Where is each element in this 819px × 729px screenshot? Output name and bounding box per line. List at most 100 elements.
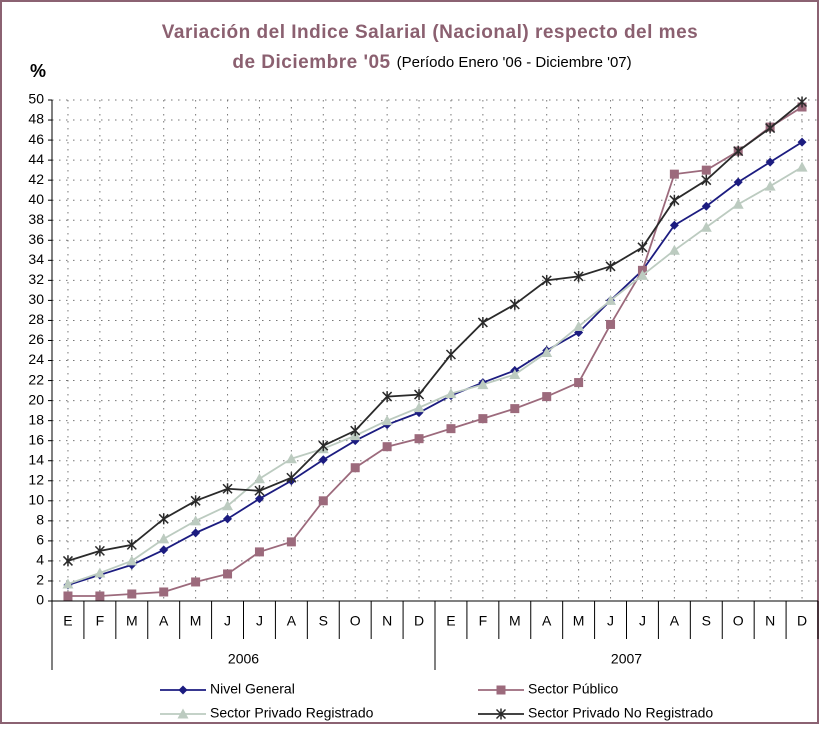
point <box>177 708 189 719</box>
y-tick-label: 34 <box>28 251 44 267</box>
point <box>222 500 234 511</box>
y-tick-label: 22 <box>28 371 44 387</box>
y-tick-label: 16 <box>28 431 44 447</box>
point <box>445 349 456 361</box>
x-tick-label: D <box>414 613 424 629</box>
x-tick-label: F <box>479 613 488 629</box>
y-tick-label: 36 <box>28 231 44 247</box>
point <box>733 145 744 157</box>
x-tick-label: E <box>446 613 455 629</box>
y-tick-label: 18 <box>28 411 44 427</box>
point <box>318 440 329 452</box>
point <box>62 555 73 567</box>
point <box>797 137 807 147</box>
point <box>796 161 808 172</box>
point <box>765 122 776 134</box>
point <box>765 157 775 167</box>
x-tick-label: D <box>797 613 807 629</box>
x-tick-label: J <box>256 613 263 629</box>
x-tick-label: A <box>670 613 680 629</box>
point <box>636 269 648 280</box>
point <box>382 391 393 403</box>
point <box>510 404 520 414</box>
y-tick-label: 20 <box>28 391 44 407</box>
y-tick-label: 24 <box>28 351 44 367</box>
point <box>574 378 584 388</box>
point <box>573 270 584 282</box>
point <box>668 244 680 255</box>
x-tick-label: E <box>63 613 72 629</box>
point <box>701 165 711 175</box>
point <box>701 174 712 186</box>
x-tick-label: A <box>287 613 297 629</box>
point <box>350 425 361 437</box>
point <box>95 591 105 601</box>
series-line <box>67 106 803 597</box>
point <box>159 587 169 597</box>
point <box>285 453 297 464</box>
y-tick-label: 14 <box>28 451 44 467</box>
y-tick-label: 12 <box>28 471 44 487</box>
point <box>223 514 233 524</box>
x-tick-label: O <box>733 613 744 629</box>
y-tick-label: 6 <box>36 532 44 548</box>
point <box>477 379 489 390</box>
y-tick-label: 8 <box>36 512 44 528</box>
point <box>62 578 74 589</box>
point <box>605 260 616 272</box>
point <box>413 402 425 413</box>
point <box>381 415 393 426</box>
x-tick-label: N <box>765 613 775 629</box>
legend-label: Nivel General <box>210 681 295 697</box>
point <box>223 569 233 579</box>
point <box>190 515 202 526</box>
point <box>126 555 138 566</box>
point <box>94 545 105 557</box>
y-tick-label: 40 <box>28 191 44 207</box>
point <box>254 547 264 557</box>
y-tick-label: 28 <box>28 311 44 327</box>
x-tick-label: M <box>509 613 521 629</box>
point <box>733 177 743 187</box>
x-tick-label: O <box>350 613 361 629</box>
y-tick-label: 38 <box>28 211 44 227</box>
title-line2: de Diciembre '05 <box>232 52 390 73</box>
series-line <box>67 166 803 585</box>
point <box>414 389 425 401</box>
point <box>158 533 170 544</box>
subtitle: (Período Enero '06 - Diciembre '07) <box>397 54 632 71</box>
x-tick-label: F <box>96 613 105 629</box>
point <box>606 319 616 329</box>
y-tick-label: 50 <box>28 91 44 107</box>
point <box>382 442 392 452</box>
x-tick-label: A <box>159 613 169 629</box>
point <box>191 528 201 538</box>
point <box>222 483 233 495</box>
y-tick-label: 44 <box>28 151 44 167</box>
y-tick-label: 10 <box>28 492 44 508</box>
y-tick-label: 0 <box>36 592 44 608</box>
legend-label: Sector Público <box>528 681 618 697</box>
point <box>286 472 297 484</box>
point <box>159 545 169 555</box>
point <box>669 220 679 230</box>
chart-title-line2: de Diciembre '05 (Período Enero '06 - Dic… <box>232 52 631 73</box>
point <box>253 473 265 484</box>
point <box>732 198 744 209</box>
y-tick-label: 46 <box>28 131 44 147</box>
y-axis-label: % <box>30 61 46 81</box>
point <box>701 201 711 211</box>
point <box>63 591 73 601</box>
x-tick-label: M <box>126 613 138 629</box>
legend-label: Sector Privado Registrado <box>210 705 374 721</box>
point <box>764 180 776 191</box>
y-tick-label: 48 <box>28 111 44 127</box>
y-tick-label: 30 <box>28 291 44 307</box>
point <box>286 537 296 547</box>
point <box>542 392 552 402</box>
point <box>446 424 456 434</box>
point <box>414 434 424 444</box>
x-tick-label: J <box>224 613 231 629</box>
